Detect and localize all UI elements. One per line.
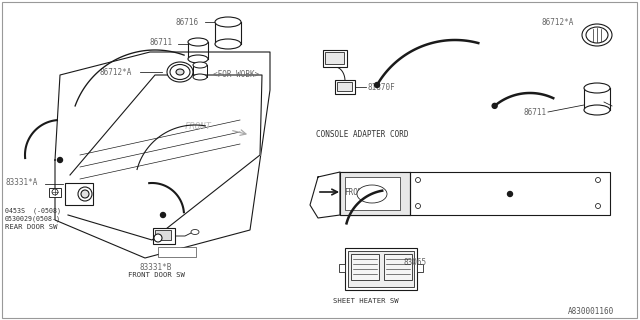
Text: 0453S  (-0508): 0453S (-0508) (5, 208, 61, 214)
Circle shape (415, 178, 420, 182)
Circle shape (52, 189, 58, 195)
Ellipse shape (170, 65, 190, 79)
Ellipse shape (188, 55, 208, 63)
Ellipse shape (357, 185, 387, 203)
Ellipse shape (584, 105, 610, 115)
Circle shape (161, 212, 166, 218)
Circle shape (81, 190, 89, 198)
Circle shape (78, 187, 92, 201)
Circle shape (595, 178, 600, 182)
Bar (384, 254, 412, 280)
Text: 86711: 86711 (524, 108, 547, 117)
Text: 83331*B: 83331*B (140, 263, 172, 272)
Bar (340, 172, 610, 215)
Bar (348, 251, 414, 287)
Text: 86716: 86716 (175, 18, 198, 27)
Text: FRONT: FRONT (344, 188, 367, 197)
Text: 86712*A: 86712*A (100, 68, 132, 77)
Ellipse shape (215, 17, 241, 27)
Ellipse shape (191, 229, 199, 235)
Polygon shape (55, 52, 270, 258)
Text: 83065: 83065 (403, 258, 426, 267)
Text: 81870F: 81870F (368, 83, 396, 92)
Bar (153, 228, 175, 244)
Circle shape (415, 204, 420, 209)
Bar (351, 254, 379, 280)
Text: A830001160: A830001160 (568, 307, 614, 316)
Ellipse shape (193, 62, 207, 68)
Bar (345, 177, 400, 210)
Polygon shape (68, 75, 262, 240)
Ellipse shape (584, 83, 610, 93)
Bar (335, 80, 355, 94)
Circle shape (508, 191, 513, 196)
Ellipse shape (167, 62, 193, 82)
Bar (340, 172, 410, 215)
Bar (417, 264, 423, 272)
Text: FRONT DOOR SW: FRONT DOOR SW (128, 272, 185, 278)
Bar (158, 247, 196, 257)
Ellipse shape (188, 38, 208, 46)
Bar (325, 52, 344, 64)
Circle shape (58, 157, 63, 163)
Text: 83331E: 83331E (160, 248, 188, 257)
Text: SHEET HEATER SW: SHEET HEATER SW (333, 298, 399, 304)
Bar (65, 183, 93, 205)
Circle shape (492, 103, 497, 108)
Polygon shape (310, 172, 340, 218)
Bar (337, 82, 352, 91)
Bar (323, 50, 347, 67)
Bar (155, 230, 171, 240)
Ellipse shape (176, 69, 184, 75)
Text: FRONT: FRONT (185, 122, 212, 131)
Bar (49, 188, 61, 197)
Ellipse shape (193, 74, 207, 80)
Ellipse shape (215, 39, 241, 49)
Ellipse shape (582, 24, 612, 46)
Text: 86712*A: 86712*A (542, 18, 574, 27)
Ellipse shape (586, 27, 608, 43)
Text: CONSOLE ADAPTER CORD: CONSOLE ADAPTER CORD (316, 130, 408, 139)
Text: <FOR WOBK>: <FOR WOBK> (213, 70, 259, 79)
Bar (345, 248, 417, 290)
Bar (339, 264, 345, 272)
Text: 83331*A: 83331*A (5, 178, 37, 187)
Circle shape (374, 83, 380, 87)
Text: 86711: 86711 (150, 38, 173, 47)
Circle shape (595, 204, 600, 209)
Circle shape (154, 234, 162, 242)
Text: REAR DOOR SW: REAR DOOR SW (5, 224, 58, 230)
Text: 0530029(0508-): 0530029(0508-) (5, 216, 61, 222)
